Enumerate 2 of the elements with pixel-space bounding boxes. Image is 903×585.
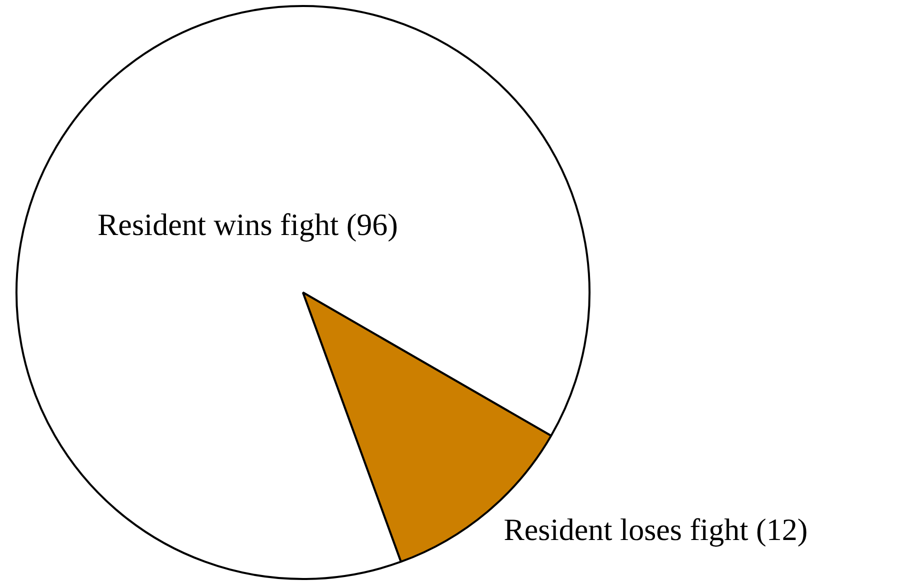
slice-label: Resident loses fight (12): [504, 512, 808, 547]
slice-label: Resident wins fight (96): [98, 206, 398, 242]
